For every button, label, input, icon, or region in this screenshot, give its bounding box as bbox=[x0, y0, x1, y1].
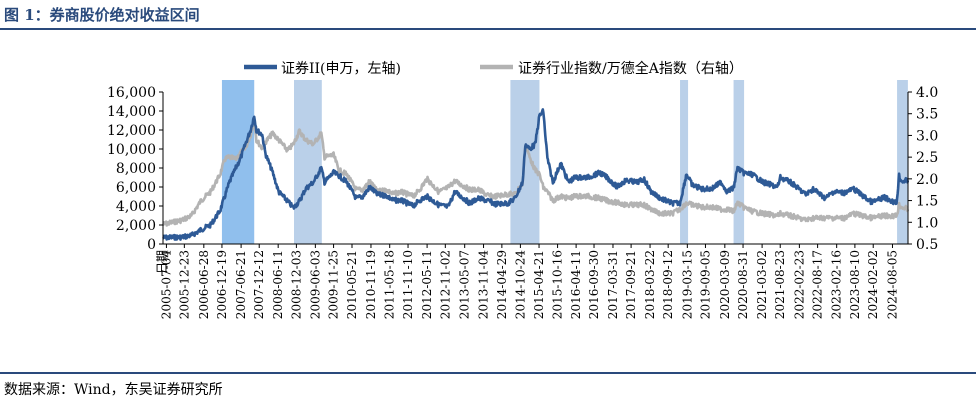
left-tick-label: 12,000 bbox=[107, 123, 156, 139]
x-tick-label: 2023-08-10 bbox=[848, 250, 862, 319]
left-axis-ticks: 0 2,000 4,000 6,000 8,000 10,000 12,000 14,000 1… bbox=[107, 85, 163, 253]
x-tick-label: 2010-05-21 bbox=[345, 250, 359, 319]
shaded-period bbox=[897, 80, 908, 244]
shaded-period bbox=[680, 80, 689, 244]
x-tick-label: 2017-03-31 bbox=[606, 250, 620, 319]
right-tick-label: 3.0 bbox=[916, 128, 938, 144]
legend-label-left-series: 证券II(申万，左轴) bbox=[281, 61, 401, 77]
x-tick-label: 2023-02-16 bbox=[830, 250, 844, 319]
x-tick-label: 2014-04-29 bbox=[495, 250, 509, 319]
x-tick-label: 2015-04-21 bbox=[532, 250, 546, 319]
x-tick-label: 2005-12-23 bbox=[177, 250, 191, 319]
series-line bbox=[162, 117, 910, 227]
right-tick-label: 1.0 bbox=[916, 215, 938, 231]
x-tick-label: 2024-08-05 bbox=[886, 250, 900, 319]
x-tick-label: 2019-09-05 bbox=[699, 250, 713, 319]
right-tick-label: 4.0 bbox=[916, 85, 938, 101]
shaded-periods bbox=[221, 80, 908, 244]
x-tick-label: 2007-06-21 bbox=[234, 250, 248, 319]
x-tick-label: 2007-12-12 bbox=[252, 250, 266, 319]
left-tick-label: 0 bbox=[147, 237, 156, 253]
x-tick-label: 2008-06-11 bbox=[271, 250, 285, 319]
x-axis-ticks: 2005-07-04 2005-12-23 2006-06-28 2006-12-19… bbox=[159, 244, 900, 320]
left-tick-label: 8,000 bbox=[116, 161, 156, 177]
x-tick-label: 2005-07-04 bbox=[159, 250, 173, 320]
x-tick-label: 2008-12-03 bbox=[289, 250, 303, 319]
x-tick-label: 2006-06-28 bbox=[197, 250, 211, 319]
shaded-period bbox=[294, 80, 322, 244]
left-tick-label: 14,000 bbox=[107, 104, 156, 120]
x-tick-label: 2009-06-03 bbox=[308, 250, 322, 319]
x-tick-label: 2022-02-23 bbox=[792, 250, 806, 319]
right-tick-label: 0.5 bbox=[916, 237, 938, 253]
left-tick-label: 6,000 bbox=[116, 180, 156, 196]
left-tick-label: 2,000 bbox=[116, 218, 156, 234]
x-tick-label: 2018-03-22 bbox=[643, 250, 657, 319]
right-tick-label: 2.5 bbox=[916, 150, 938, 166]
x-tick-label: 2012-11-02 bbox=[438, 250, 452, 319]
right-tick-label: 1.5 bbox=[916, 194, 938, 210]
x-tick-label: 2018-09-12 bbox=[661, 250, 675, 319]
x-tick-label: 2021-08-23 bbox=[773, 250, 787, 319]
x-tick-label: 2020-08-31 bbox=[736, 250, 750, 319]
left-tick-label: 4,000 bbox=[116, 199, 156, 215]
right-axis-ticks: 0.5 1.0 1.5 2.0 2.5 3.0 3.5 4.0 bbox=[908, 85, 938, 253]
chart: 0 2,000 4,000 6,000 8,000 10,000 12,000 14,000 1… bbox=[107, 60, 938, 320]
x-tick-label: 2019-03-15 bbox=[680, 250, 694, 319]
figure-header: 图 1：券商股价绝对收益区间 bbox=[0, 0, 976, 30]
legend-label-right-series: 证券行业指数/万德全A指数（右轴） bbox=[518, 60, 743, 77]
x-tick-label: 2020-03-09 bbox=[718, 250, 732, 319]
series-line bbox=[162, 108, 910, 241]
bottom-rule bbox=[0, 372, 976, 374]
x-tick-label: 2013-05-07 bbox=[458, 250, 472, 319]
right-tick-label: 2.0 bbox=[916, 172, 938, 188]
left-tick-label: 16,000 bbox=[107, 85, 156, 101]
legend: 证券II(申万，左轴) 证券行业指数/万德全A指数（右轴） bbox=[244, 60, 743, 77]
right-tick-label: 3.5 bbox=[916, 107, 938, 123]
top-rule bbox=[0, 28, 976, 30]
left-tick-label: 10,000 bbox=[107, 142, 156, 158]
source-note: 数据来源：Wind，东吴证券研究所 bbox=[4, 382, 223, 398]
x-tick-label: 2024-02-02 bbox=[866, 250, 880, 319]
x-tick-label: 2016-09-30 bbox=[587, 250, 601, 319]
x-tick-label: 2017-09-21 bbox=[624, 250, 638, 319]
x-tick-label: 2010-11-19 bbox=[364, 250, 378, 319]
x-tick-label: 2016-04-11 bbox=[569, 250, 583, 319]
series-lines bbox=[162, 108, 910, 241]
x-tick-label: 2021-03-02 bbox=[755, 250, 769, 319]
x-tick-label: 2014-10-24 bbox=[513, 250, 527, 320]
x-axis-label: 日期 bbox=[155, 250, 169, 274]
figure-title: 图 1：券商股价绝对收益区间 bbox=[4, 6, 200, 24]
x-tick-label: 2011-11-10 bbox=[401, 250, 415, 319]
x-tick-label: 2022-08-17 bbox=[811, 250, 825, 319]
x-tick-label: 2013-11-04 bbox=[477, 250, 491, 320]
shaded-period bbox=[733, 80, 745, 244]
x-tick-label: 2015-10-16 bbox=[551, 250, 565, 319]
x-tick-label: 2011-05-18 bbox=[383, 250, 397, 319]
x-tick-label: 2012-05-11 bbox=[420, 250, 434, 319]
x-tick-label: 2006-12-19 bbox=[215, 250, 229, 319]
x-tick-label: 2009-11-25 bbox=[327, 250, 341, 319]
